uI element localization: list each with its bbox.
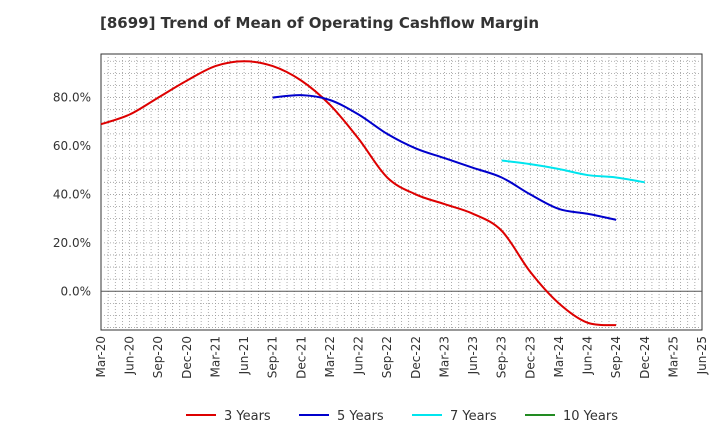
chart-title: [8699] Trend of Mean of Operating Cashfl… [100,14,540,32]
x-tick-label: Mar-22 [323,336,337,377]
x-tick-label: Dec-24 [638,336,652,379]
x-tick-label: Sep-23 [495,336,509,378]
axes: 0.0% 20.0% 40.0% 60.0% 80.0% Mar-20 Jun-20 Sep-… [53,91,709,379]
x-tick-label: Jun-21 [237,336,251,375]
x-tick-label: Dec-21 [294,336,308,379]
x-tick-label: Mar-23 [437,336,451,377]
series-line-3-years [100,60,617,327]
x-tick-label: Mar-24 [552,336,566,377]
series-lines [100,60,645,327]
series-line-5-years [272,94,617,221]
x-tick-label: Mar-21 [208,336,222,377]
x-tick-label: Dec-23 [523,336,537,379]
legend-label-3-years: 3 Years [224,409,271,424]
x-tick-label: Mar-20 [94,336,108,377]
x-tick-label: Jun-24 [581,336,595,375]
y-tick-label: 0.0% [61,284,92,298]
series-line-7-years [501,159,645,184]
x-tick-label: Mar-25 [666,336,680,377]
x-tick-label: Dec-22 [409,336,423,379]
grid [101,54,702,330]
x-tick-label: Sep-20 [151,336,165,378]
x-tick-label: Dec-20 [180,336,194,379]
x-tick-label: Sep-24 [609,336,623,378]
legend-label-10-years: 10 Years [563,409,618,424]
y-tick-label: 80.0% [53,91,91,105]
x-tick-label: Sep-21 [266,336,280,378]
x-tick-label: Jun-20 [123,336,137,375]
y-tick-label: 20.0% [53,236,91,250]
y-tick-label: 40.0% [53,187,91,201]
legend-label-7-years: 7 Years [450,409,497,424]
x-tick-label: Jun-23 [466,336,480,375]
legend-label-5-years: 5 Years [337,409,384,424]
x-tick-label: Jun-22 [352,336,366,375]
x-tick-label: Jun-25 [695,336,709,375]
legend: 3 Years 5 Years 7 Years 10 Years [186,409,618,424]
x-tick-label: Sep-22 [380,336,394,378]
y-tick-label: 60.0% [53,139,91,153]
